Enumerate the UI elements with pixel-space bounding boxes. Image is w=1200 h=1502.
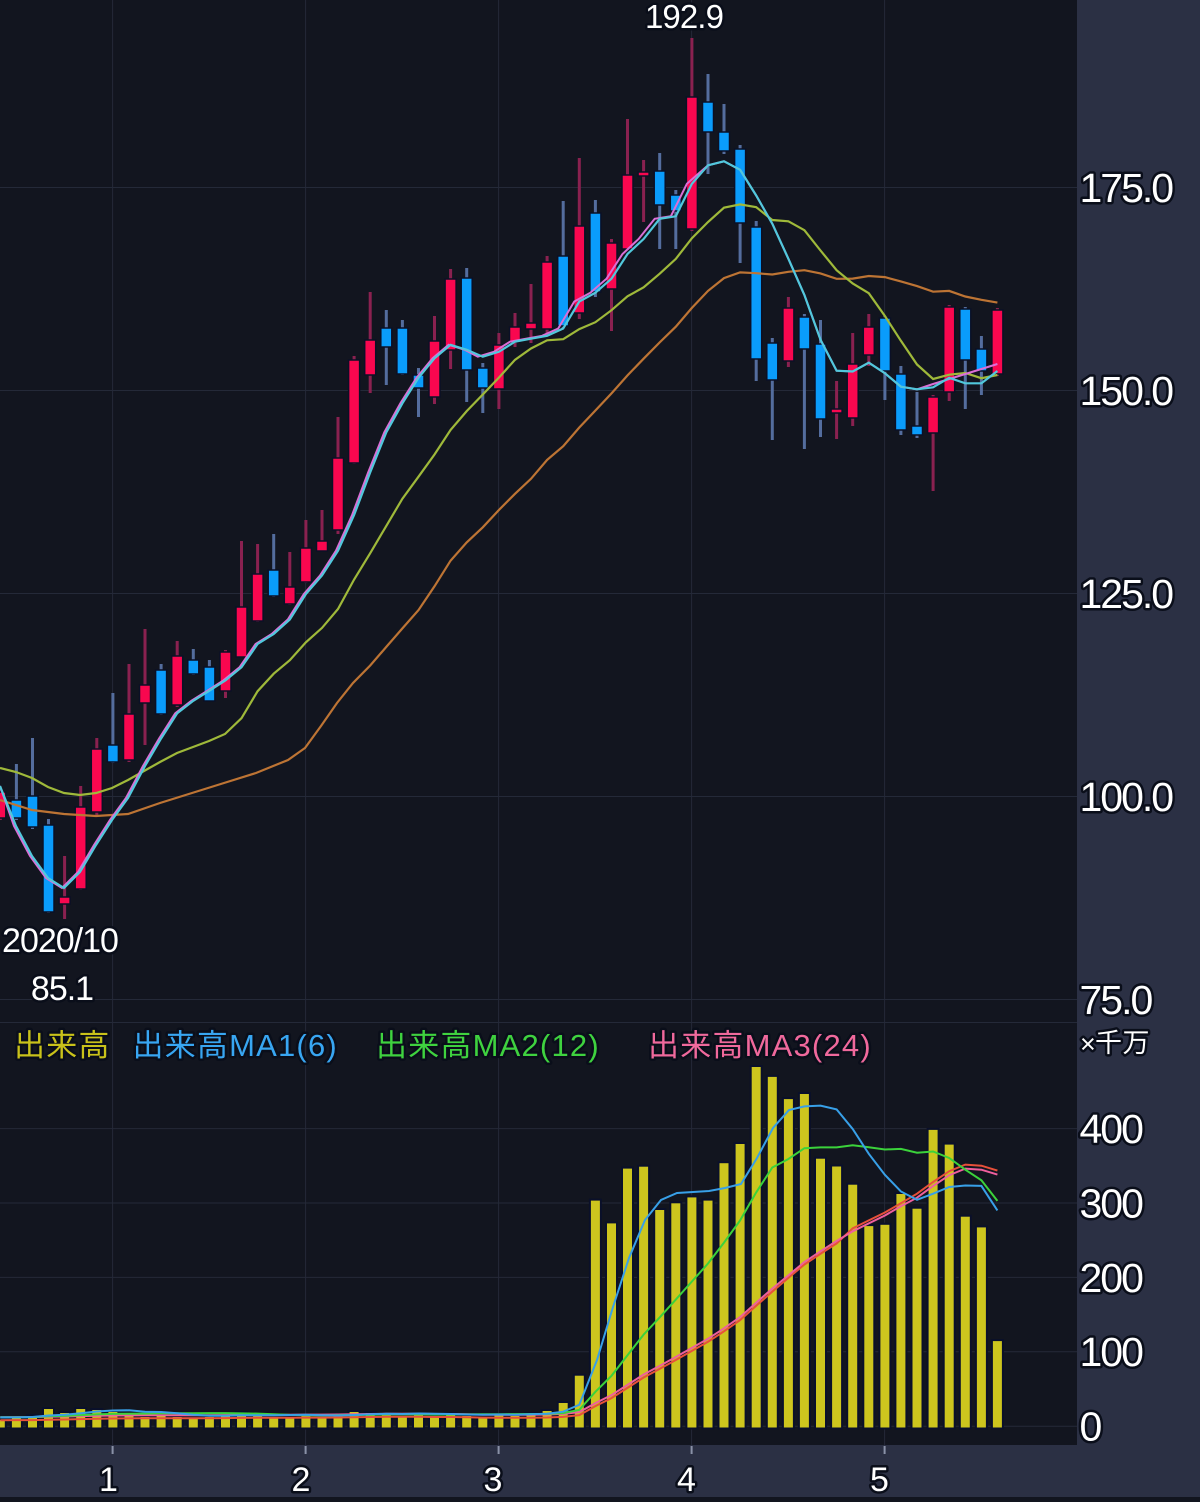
svg-text:100: 100	[1080, 1329, 1144, 1375]
svg-text:300: 300	[1080, 1181, 1144, 1227]
svg-text:MA2(12): MA2(12)	[473, 1028, 600, 1063]
svg-text:2020/10: 2020/10	[2, 922, 118, 960]
svg-text:×: ×	[1080, 1029, 1096, 1059]
svg-text:150.0: 150.0	[1080, 368, 1174, 414]
svg-text:4: 4	[677, 1461, 696, 1497]
svg-text:85.1: 85.1	[31, 970, 93, 1008]
svg-text:5: 5	[870, 1461, 889, 1497]
svg-text:200: 200	[1080, 1255, 1144, 1301]
svg-text:400: 400	[1080, 1106, 1144, 1152]
svg-text:100.0: 100.0	[1080, 774, 1174, 820]
svg-text:192.9: 192.9	[645, 0, 723, 35]
svg-text:MA3(24): MA3(24)	[745, 1028, 872, 1063]
svg-text:125.0: 125.0	[1080, 571, 1174, 617]
svg-text:2: 2	[292, 1461, 311, 1497]
svg-text:3: 3	[484, 1461, 503, 1497]
svg-text:75.0: 75.0	[1080, 977, 1153, 1023]
svg-text:0: 0	[1080, 1404, 1102, 1450]
svg-text:MA1(6): MA1(6)	[229, 1028, 338, 1063]
svg-text:175.0: 175.0	[1080, 165, 1174, 211]
svg-text:1: 1	[99, 1461, 118, 1497]
